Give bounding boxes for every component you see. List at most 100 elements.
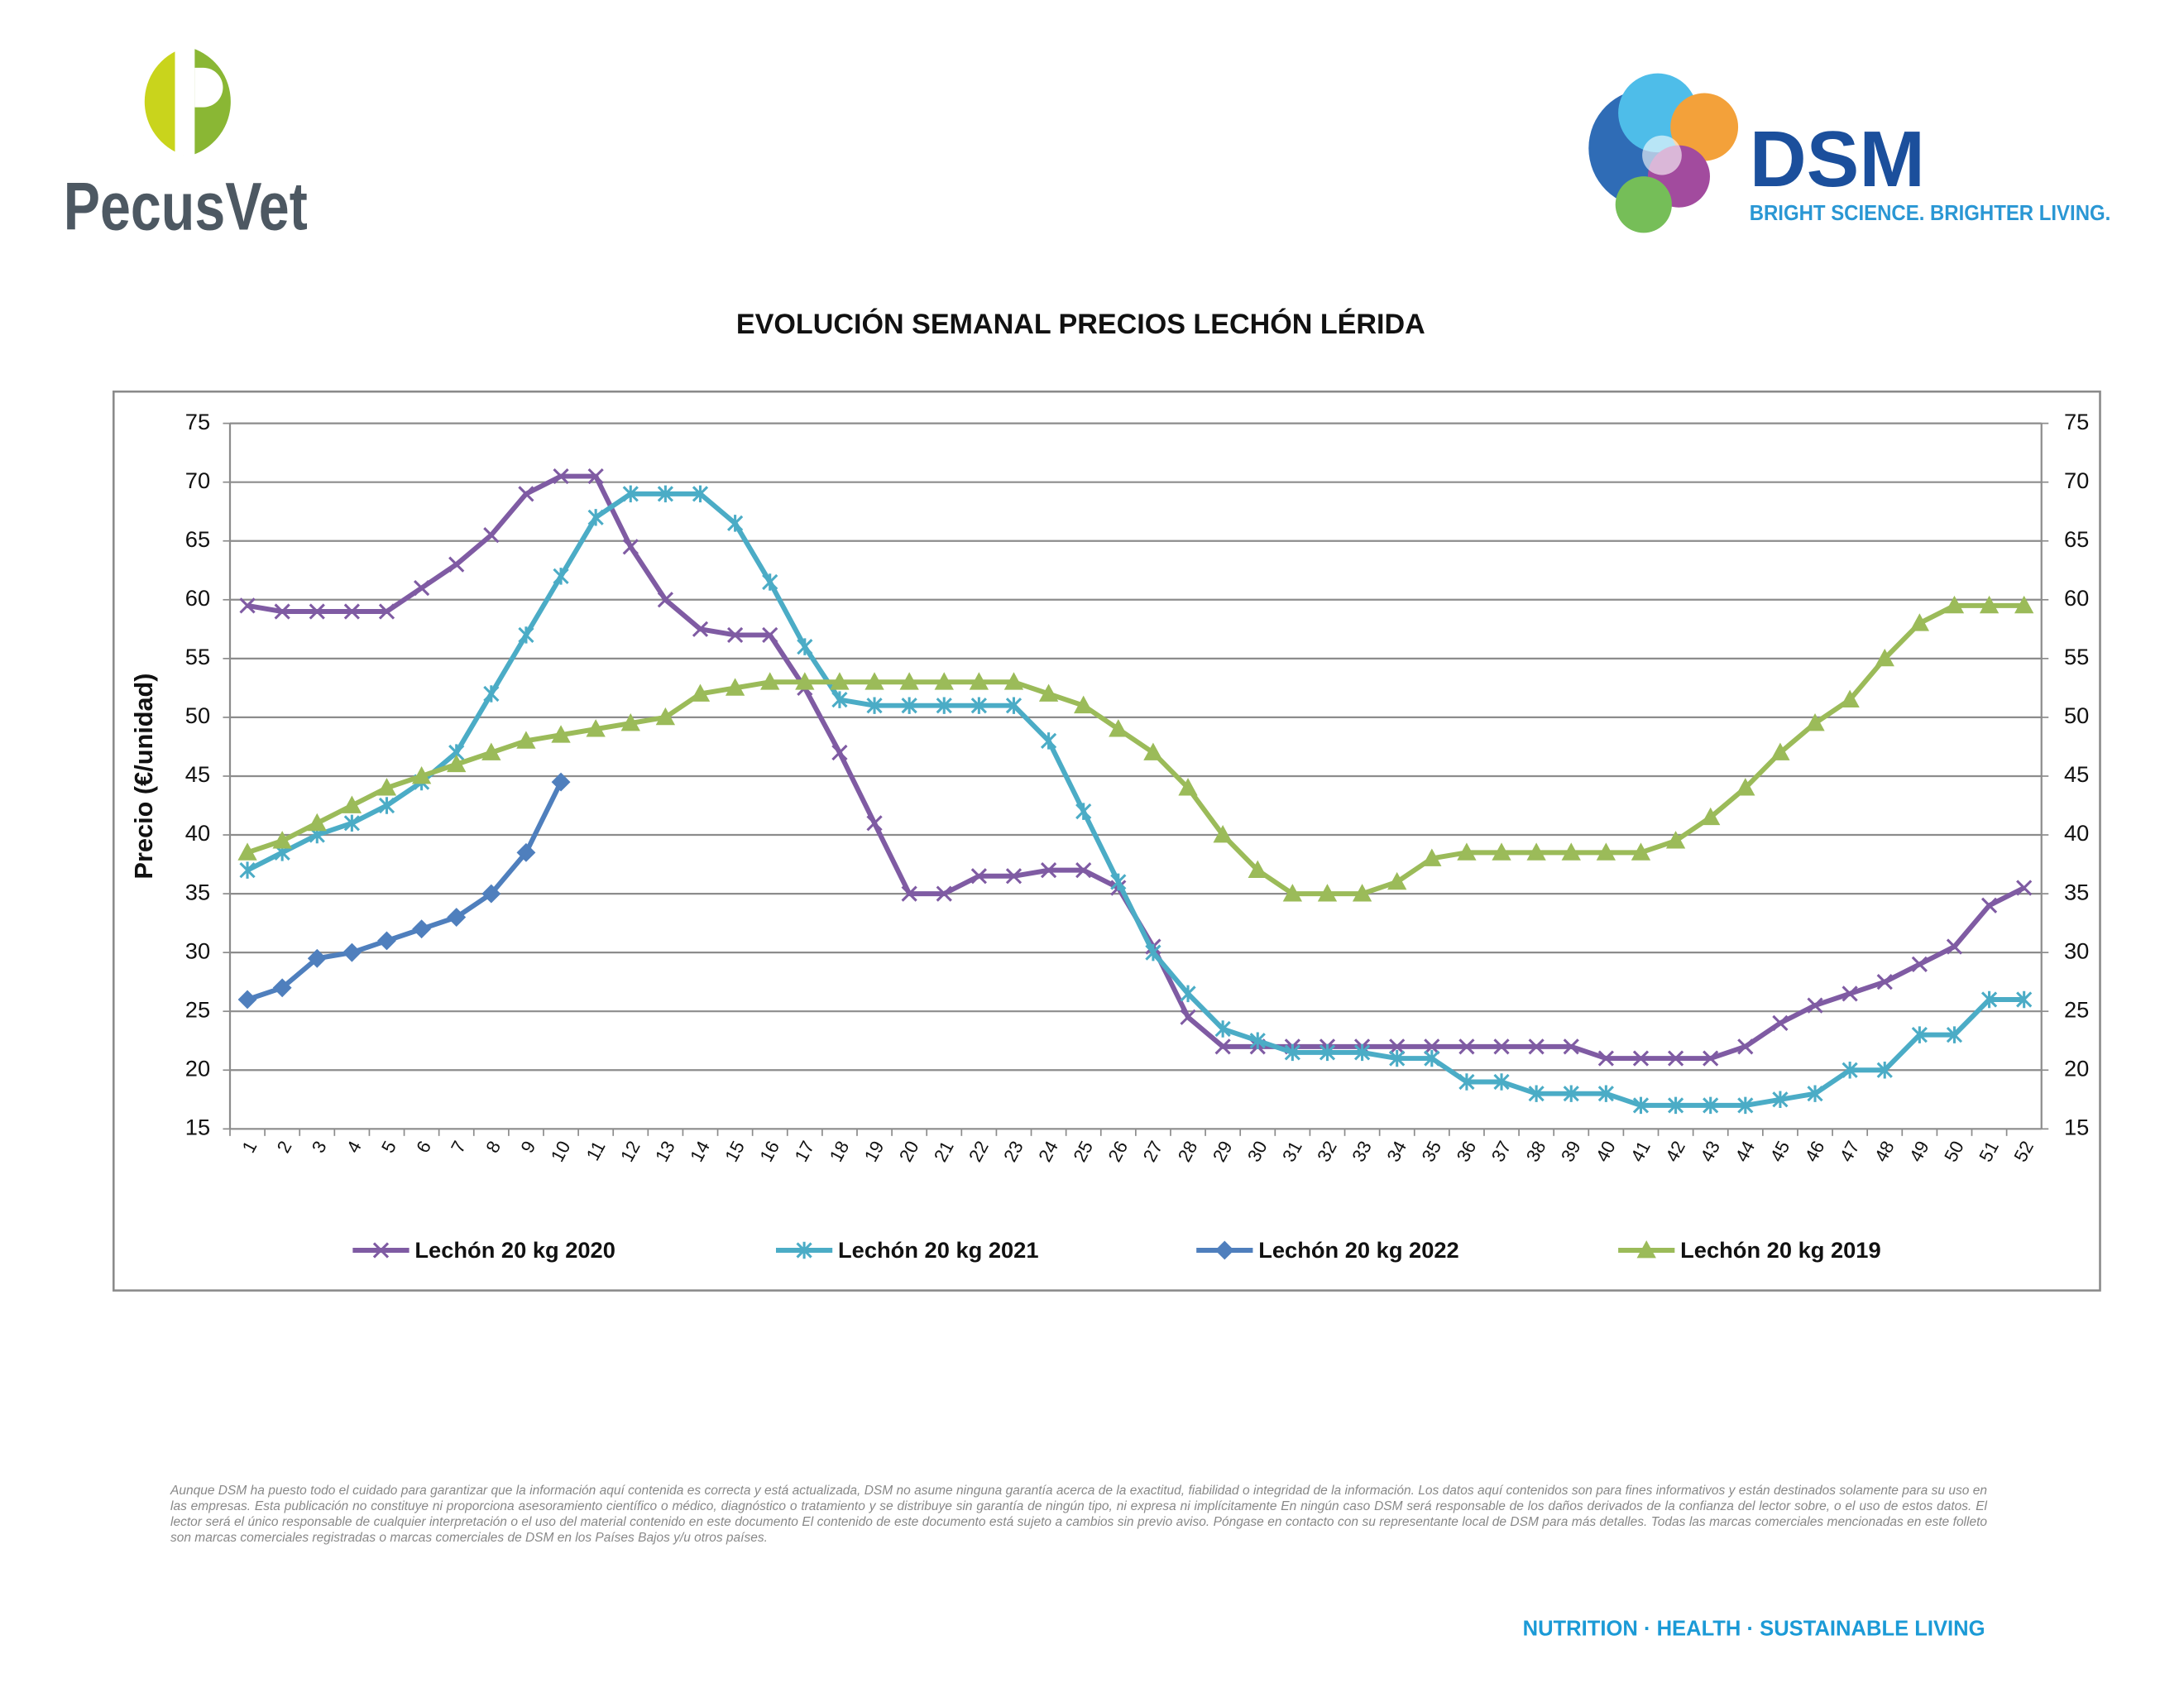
x-tick-label: 35 xyxy=(1418,1138,1446,1166)
marker xyxy=(1736,778,1755,796)
marker xyxy=(1842,1062,1858,1079)
marker xyxy=(1665,831,1686,849)
marker xyxy=(518,626,534,644)
marker xyxy=(1979,595,2000,614)
marker xyxy=(901,885,917,902)
legend-label: Lechón 20 kg 2019 xyxy=(1680,1237,1880,1263)
marker xyxy=(1632,1050,1650,1067)
marker xyxy=(1040,862,1057,879)
x-tick-label: 30 xyxy=(1243,1138,1272,1166)
x-tick-label: 43 xyxy=(1696,1138,1724,1166)
legend-label: Lechón 20 kg 2020 xyxy=(414,1237,615,1263)
marker xyxy=(1946,938,1963,955)
marker xyxy=(1842,985,1858,1002)
legend-marker xyxy=(372,1242,390,1259)
legend-marker xyxy=(1636,1240,1656,1259)
marker xyxy=(1807,997,1823,1014)
y-tick-label: 35 xyxy=(185,879,210,904)
x-tick-label: 16 xyxy=(755,1138,783,1166)
marker xyxy=(830,672,850,690)
marker xyxy=(1596,842,1616,861)
y2-tick-label: 20 xyxy=(2064,1055,2089,1081)
marker xyxy=(1110,873,1127,891)
marker xyxy=(412,919,432,939)
x-tick-label: 49 xyxy=(1905,1138,1933,1166)
marker xyxy=(1145,943,1161,961)
x-tick-label: 3 xyxy=(308,1138,331,1157)
marker xyxy=(272,831,292,849)
x-tick-label: 47 xyxy=(1836,1138,1864,1166)
marker xyxy=(2014,595,2034,614)
chart-frame xyxy=(113,390,2101,1292)
marker xyxy=(518,486,534,502)
marker xyxy=(2016,990,2033,1009)
marker xyxy=(620,713,640,731)
x-tick-label: 2 xyxy=(273,1138,296,1157)
y-tick-label: 15 xyxy=(185,1115,210,1140)
x-tick-label: 24 xyxy=(1034,1138,1062,1166)
x-tick-label: 37 xyxy=(1487,1138,1516,1166)
x-tick-label: 34 xyxy=(1382,1138,1410,1166)
marker xyxy=(970,868,987,885)
marker xyxy=(1389,1038,1406,1055)
marker xyxy=(516,731,536,749)
marker xyxy=(797,638,813,655)
marker xyxy=(587,509,604,526)
x-tick-label: 51 xyxy=(1975,1138,2003,1166)
marker xyxy=(1213,825,1233,843)
marker xyxy=(1178,778,1198,796)
marker xyxy=(1701,807,1721,826)
y2-tick-label: 30 xyxy=(2064,938,2089,963)
marker xyxy=(1597,1050,1614,1067)
x-tick-label: 40 xyxy=(1592,1138,1620,1166)
x-tick-label: 13 xyxy=(651,1138,679,1166)
x-tick-label: 32 xyxy=(1313,1138,1341,1166)
marker xyxy=(655,707,676,726)
legend-label: Lechón 20 kg 2022 xyxy=(1258,1237,1458,1263)
y-tick-label: 25 xyxy=(185,996,210,1022)
legend-label: Lechón 20 kg 2021 xyxy=(838,1237,1038,1263)
x-tick-label: 18 xyxy=(826,1138,854,1166)
marker xyxy=(448,556,465,573)
marker xyxy=(622,485,639,503)
marker xyxy=(237,842,257,861)
marker xyxy=(1528,1038,1545,1055)
marker xyxy=(376,778,397,796)
marker xyxy=(795,672,815,690)
marker xyxy=(1876,974,1893,990)
marker xyxy=(274,603,290,620)
marker xyxy=(1180,1009,1196,1025)
marker xyxy=(1038,683,1059,702)
x-tick-label: 26 xyxy=(1104,1138,1133,1166)
marker xyxy=(1526,842,1546,861)
marker xyxy=(1248,860,1267,879)
marker xyxy=(1075,803,1092,820)
marker xyxy=(272,978,292,998)
marker xyxy=(481,742,501,760)
marker xyxy=(1980,990,1998,1009)
y2-tick-label: 75 xyxy=(2064,409,2089,434)
y2-tick-label: 50 xyxy=(2064,703,2089,728)
x-tick-label: 6 xyxy=(412,1138,435,1157)
marker xyxy=(1109,719,1128,737)
marker xyxy=(553,568,569,585)
marker xyxy=(1458,1038,1475,1055)
marker xyxy=(1840,689,1860,707)
marker xyxy=(1875,648,1894,667)
marker xyxy=(760,672,780,690)
marker xyxy=(1282,884,1303,902)
marker xyxy=(1772,1014,1789,1032)
marker xyxy=(1737,1038,1754,1055)
marker xyxy=(657,485,673,503)
x-tick-label: 21 xyxy=(930,1138,958,1166)
x-tick-label: 27 xyxy=(1139,1138,1167,1166)
x-tick-label: 33 xyxy=(1348,1138,1376,1166)
marker xyxy=(1352,884,1372,902)
marker xyxy=(483,527,500,544)
y2-tick-label: 60 xyxy=(2064,585,2089,611)
y-tick-label: 50 xyxy=(185,703,210,728)
marker xyxy=(1143,742,1163,760)
x-tick-label: 4 xyxy=(342,1138,366,1157)
x-tick-label: 19 xyxy=(860,1138,888,1166)
